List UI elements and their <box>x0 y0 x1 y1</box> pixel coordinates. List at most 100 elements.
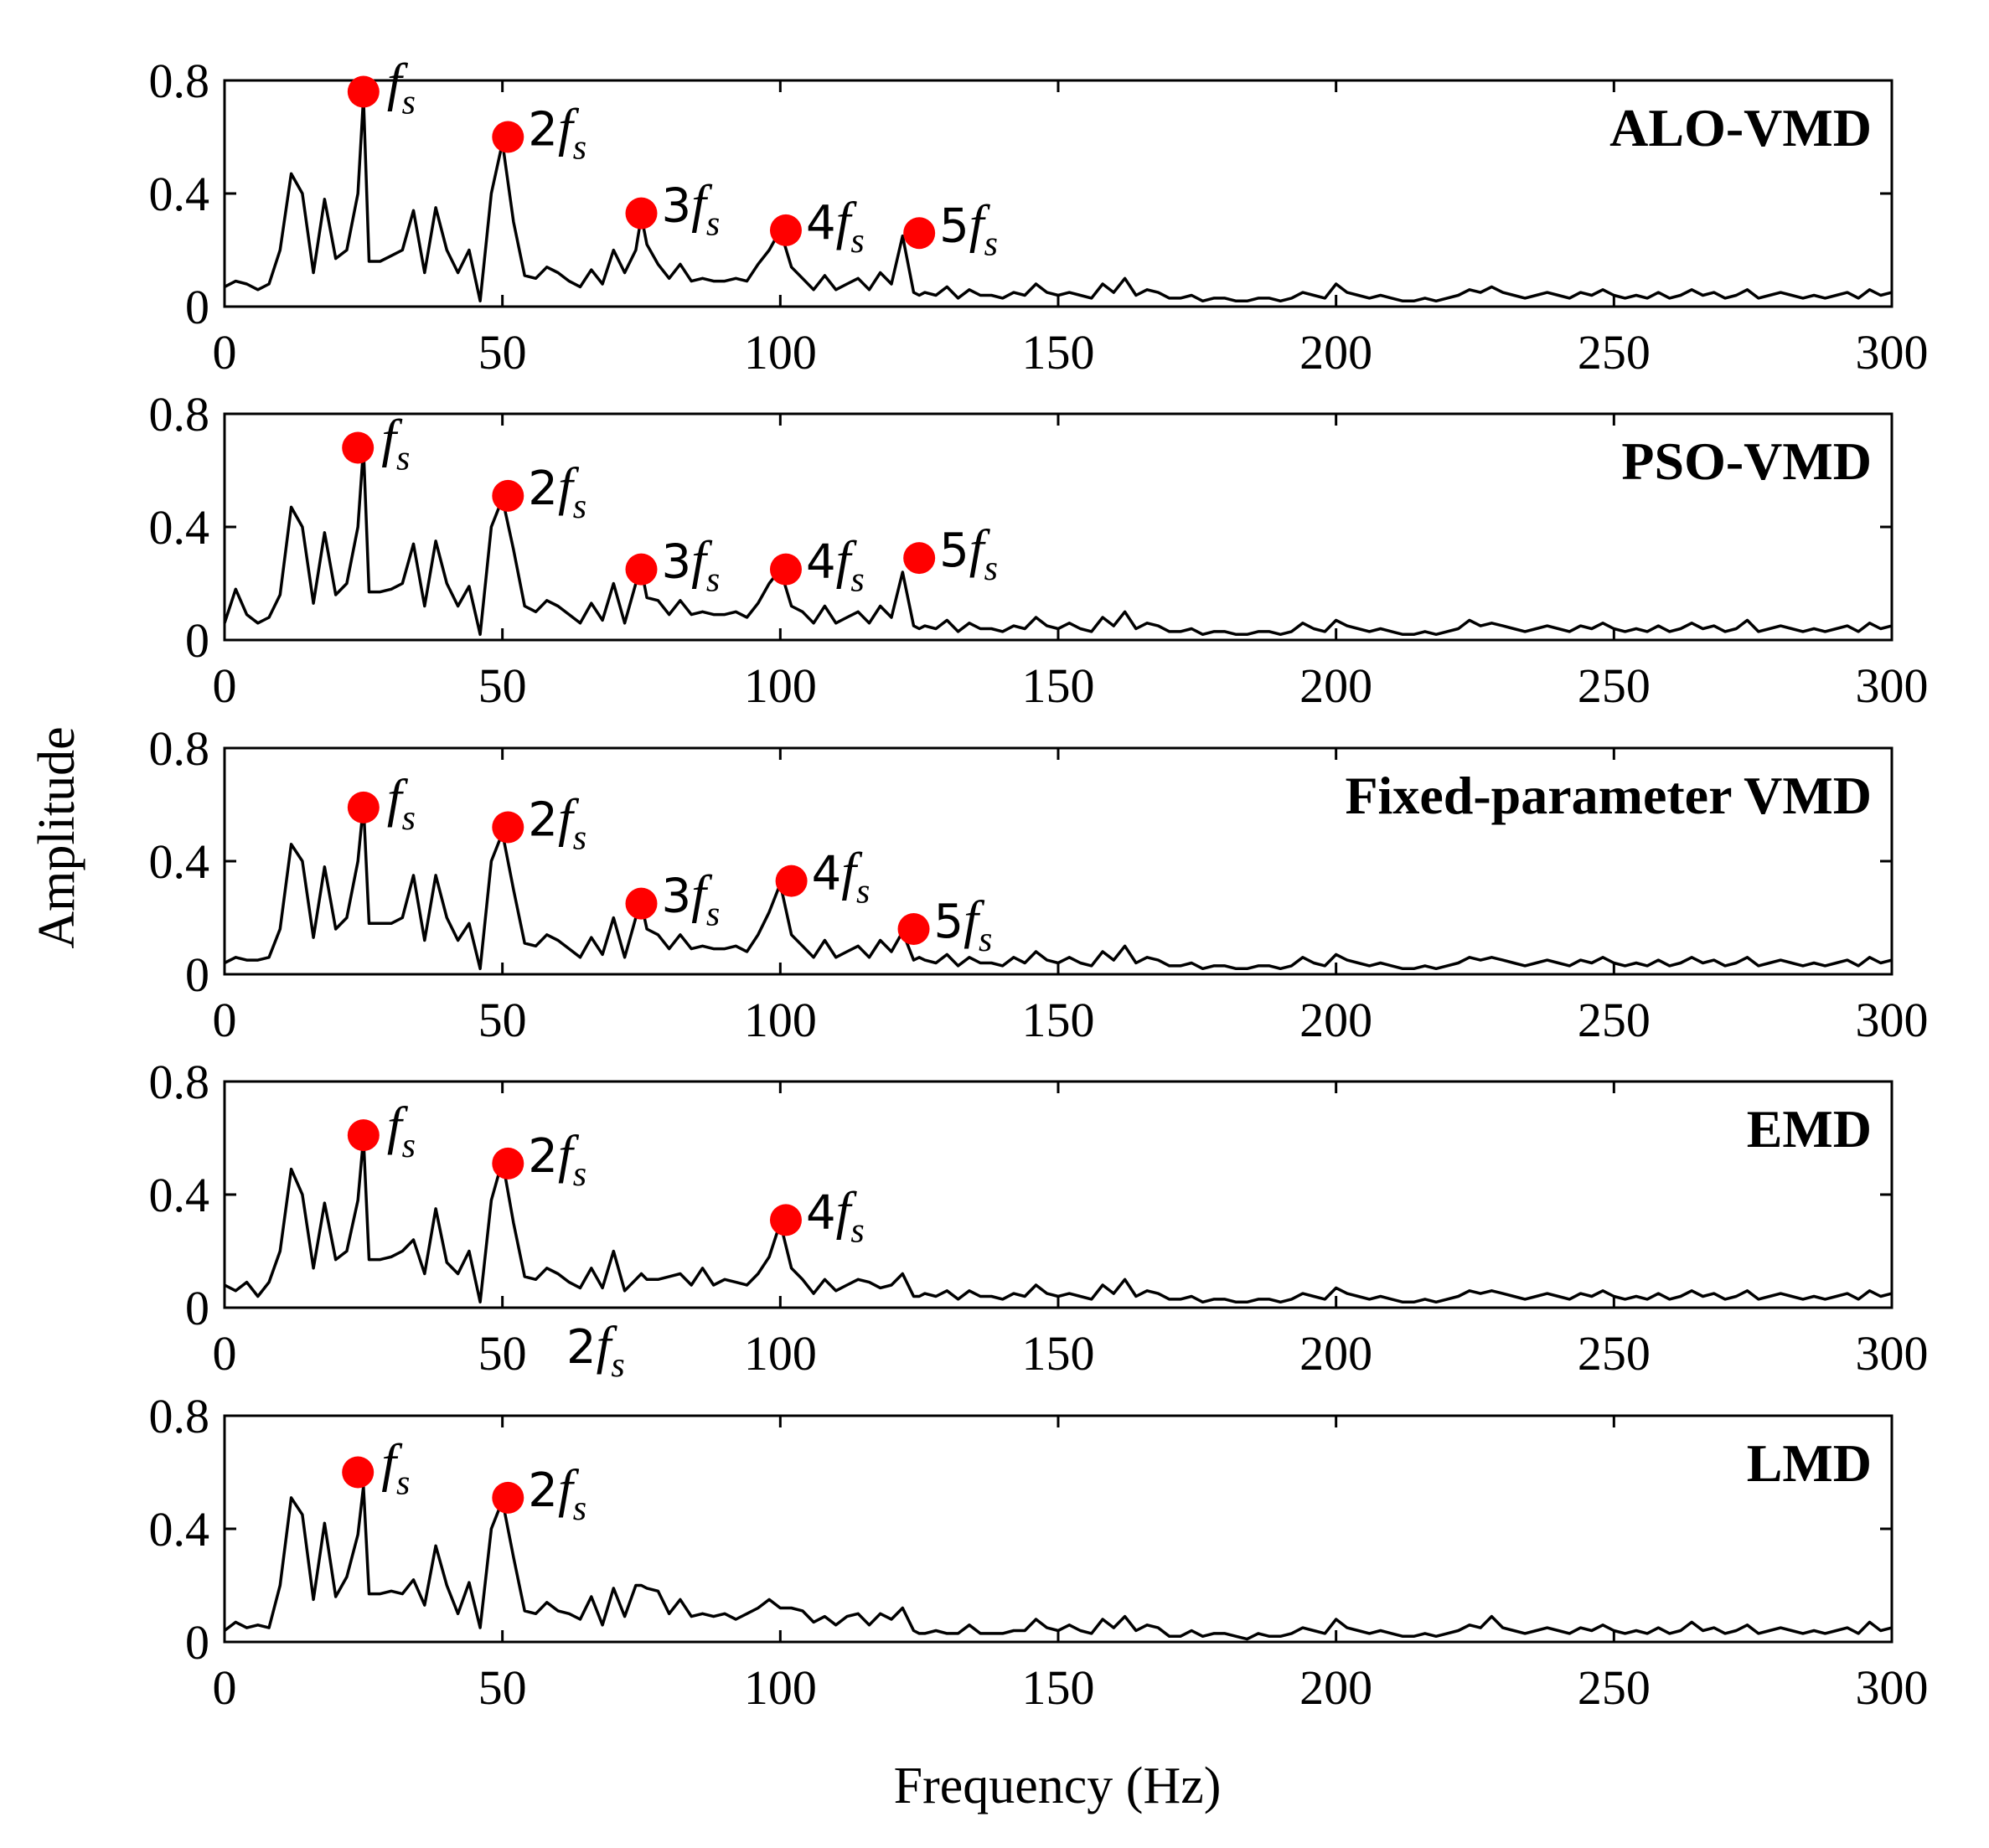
harmonic-marker <box>492 1481 524 1514</box>
harmonic-marker <box>903 217 936 250</box>
y-tick-label: 0.8 <box>149 721 210 776</box>
spectrum-line <box>223 1484 1893 1641</box>
x-tick-label: 250 <box>1578 993 1651 1047</box>
harmonic-marker <box>769 1204 802 1236</box>
harmonic-label: 3fs <box>662 865 721 934</box>
x-tick-label: 200 <box>1299 1326 1372 1381</box>
harmonic-label-sub: s <box>850 1211 864 1250</box>
harmonic-label-number: 3 <box>662 179 692 234</box>
y-tick-label: 0 <box>185 280 209 334</box>
harmonic-marker <box>342 431 375 464</box>
x-tick-label: 200 <box>1299 993 1372 1047</box>
panel-title: PSO-VMD <box>1621 431 1872 491</box>
y-tick-label: 0.4 <box>149 834 210 889</box>
x-axis-title: Frequency (Hz) <box>894 1758 1222 1814</box>
harmonic-label: 2fs <box>528 457 586 526</box>
x-tick-label: 100 <box>744 325 817 379</box>
x-tick-label: 0 <box>213 993 237 1047</box>
harmonic-label-sub: s <box>402 799 416 838</box>
y-tick-label: 0.8 <box>149 1389 210 1443</box>
harmonic-label-number: 2 <box>528 1463 558 1518</box>
x-tick-label: 0 <box>213 1660 237 1715</box>
harmonic-label-sub: s <box>396 1464 410 1503</box>
harmonic-marker <box>347 791 380 823</box>
harmonic-marker <box>903 542 936 575</box>
harmonic-label: 4fs <box>806 191 865 261</box>
harmonic-label-sub: s <box>706 205 720 244</box>
harmonic-label-number: 2 <box>528 103 558 157</box>
x-tick-label: 300 <box>1856 1660 1929 1715</box>
harmonic-label-number: 3 <box>662 870 692 924</box>
harmonic-marker <box>625 553 658 586</box>
x-tick-label: 50 <box>478 1660 527 1715</box>
y-tick-label: 0.8 <box>149 1055 210 1109</box>
y-tick-label: 0 <box>185 1281 209 1335</box>
harmonic-marker <box>492 811 524 844</box>
harmonic-marker <box>625 887 658 920</box>
x-tick-label: 250 <box>1578 1660 1651 1715</box>
harmonic-label: 3fs <box>662 174 721 244</box>
y-tick-label: 0.4 <box>149 1168 210 1222</box>
x-tick-label: 150 <box>1022 1660 1095 1715</box>
spectrum-line <box>224 1136 1893 1304</box>
x-tick-label: 0 <box>213 1326 237 1381</box>
x-tick-label: 150 <box>1022 325 1095 379</box>
panel-pso-vmd: 0 50 100 150 200 250 300 0 0.4 0.8 PSO-VMD fs 2fs 3fs… <box>149 387 1929 713</box>
annotations-group: 2fs <box>566 1315 625 1385</box>
harmonic-label: 2fs <box>528 1124 586 1194</box>
harmonic-label: 5fs <box>939 519 998 588</box>
stray-harmonic-label: 2fs <box>566 1315 625 1385</box>
x-tick-label: 100 <box>744 1326 817 1381</box>
stray-harmonic-label-number: 2 <box>566 1320 597 1375</box>
harmonic-label: 2fs <box>528 98 586 168</box>
harmonic-label-sub: s <box>850 561 864 600</box>
harmonic-label: fs <box>387 53 416 122</box>
y-tick-label: 0.8 <box>149 387 210 441</box>
y-tick-label: 0.4 <box>149 167 210 221</box>
x-tick-label: 100 <box>744 658 817 713</box>
harmonic-marker <box>775 865 808 897</box>
panel-alo-vmd: 0 50 100 150 200 250 300 0 0.4 0.8 ALO-VMD fs 2fs 3fs… <box>149 53 1929 380</box>
y-tick-label: 0.8 <box>149 54 210 108</box>
x-tick-label: 300 <box>1856 658 1929 713</box>
harmonic-label: 5fs <box>939 194 998 263</box>
x-tick-label: 150 <box>1022 993 1095 1047</box>
harmonic-label-number: 4 <box>806 1185 836 1240</box>
harmonic-label-sub: s <box>706 561 720 600</box>
harmonic-label-sub: s <box>573 1489 586 1528</box>
harmonic-label-sub: s <box>573 129 586 168</box>
x-tick-label: 0 <box>213 325 237 379</box>
x-tick-label: 200 <box>1299 1660 1372 1715</box>
x-tick-label: 50 <box>478 658 527 713</box>
harmonic-label-number: 5 <box>939 524 969 578</box>
harmonic-marker <box>625 197 658 230</box>
harmonic-label-sub: s <box>984 550 998 588</box>
harmonic-label-sub: s <box>706 896 720 934</box>
harmonic-marker <box>492 479 524 512</box>
harmonic-marker <box>342 1456 375 1489</box>
x-tick-label: 0 <box>213 658 237 713</box>
harmonic-label: 4fs <box>812 842 871 911</box>
harmonic-label-sub: s <box>402 84 416 122</box>
x-tick-label: 50 <box>478 325 527 379</box>
harmonic-label-number: 2 <box>528 1129 558 1184</box>
panel-title: LMD <box>1747 1433 1872 1493</box>
harmonic-label-number: 5 <box>939 199 969 253</box>
harmonic-label-sub: s <box>573 819 586 858</box>
panel-title: ALO-VMD <box>1609 98 1872 157</box>
harmonic-marker <box>897 913 930 945</box>
harmonic-marker <box>492 1147 524 1180</box>
harmonic-label-number: 2 <box>528 793 558 848</box>
harmonic-label: 2fs <box>528 1458 586 1528</box>
harmonic-label-sub: s <box>984 225 998 263</box>
harmonic-label: 3fs <box>662 530 721 600</box>
spectrum-line <box>224 803 1893 971</box>
harmonic-label: fs <box>387 768 416 838</box>
x-tick-label: 300 <box>1856 993 1929 1047</box>
panel-lmd: 0 50 100 150 200 250 300 0 0.4 0.8 LMD fs 2fs <box>149 1389 1929 1715</box>
harmonic-label-sub: s <box>396 440 410 478</box>
x-tick-label: 300 <box>1856 325 1929 379</box>
panel-title: EMD <box>1747 1099 1872 1159</box>
